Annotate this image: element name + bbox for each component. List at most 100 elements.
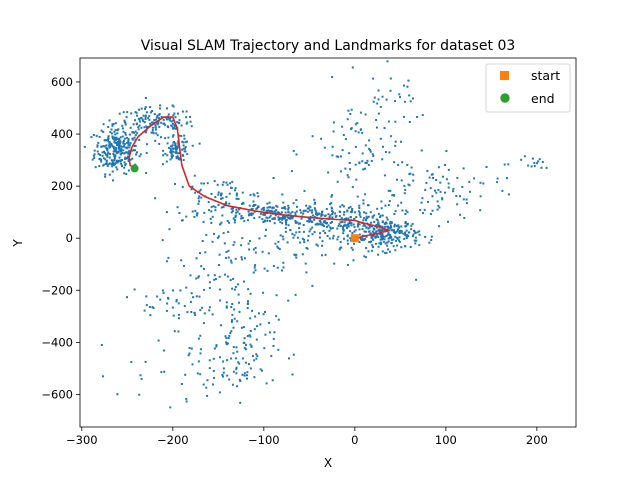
landmark-point — [379, 238, 382, 241]
landmark-point — [291, 373, 294, 376]
landmark-point — [120, 149, 123, 152]
landmark-point — [233, 288, 236, 291]
landmark-point — [319, 232, 321, 235]
landmark-point — [137, 126, 140, 129]
landmark-point — [350, 108, 353, 111]
landmark-point — [208, 209, 211, 212]
landmark-point — [321, 223, 324, 226]
landmark-point — [424, 188, 427, 191]
landmark-point — [175, 145, 178, 148]
landmark-point — [277, 348, 280, 351]
landmark-point — [167, 256, 170, 259]
landmark-point — [414, 242, 417, 245]
landmark-point — [232, 207, 234, 210]
landmark-point — [415, 239, 418, 242]
landmark-point — [166, 125, 169, 128]
landmark-point — [393, 229, 396, 232]
landmark-point — [381, 250, 384, 253]
landmark-point — [330, 210, 333, 213]
landmark-point — [235, 346, 238, 349]
landmark-point — [286, 241, 289, 244]
landmark-point — [231, 313, 234, 316]
y-tick-label: 600 — [51, 75, 73, 89]
landmark-point — [218, 253, 221, 256]
landmark-point — [111, 123, 114, 126]
landmark-point — [102, 157, 105, 160]
landmark-point — [252, 271, 255, 274]
landmark-point — [400, 230, 403, 233]
landmark-point — [461, 186, 464, 188]
landmark-point — [389, 89, 392, 92]
landmark-point — [101, 154, 104, 157]
x-tick-label: −300 — [66, 433, 98, 447]
landmark-point — [263, 347, 266, 350]
landmark-point — [347, 206, 350, 209]
landmark-point — [176, 152, 179, 155]
landmark-point — [275, 294, 278, 297]
landmark-point — [380, 229, 383, 232]
landmark-point — [287, 211, 290, 214]
landmark-point — [363, 238, 365, 241]
landmark-point — [191, 363, 194, 366]
landmark-point — [394, 210, 397, 213]
landmark-point — [173, 124, 176, 126]
landmark-point — [279, 234, 282, 237]
landmark-point — [208, 359, 211, 362]
landmark-point — [350, 224, 353, 227]
landmark-point — [375, 236, 378, 238]
landmark-point — [327, 224, 330, 227]
landmark-point — [126, 146, 129, 149]
landmark-point — [106, 155, 109, 158]
landmark-point — [243, 346, 246, 349]
landmark-point — [389, 220, 392, 223]
landmark-point — [138, 393, 141, 396]
landmark-point — [113, 159, 116, 162]
landmark-point — [149, 314, 152, 317]
landmark-point — [122, 130, 125, 133]
landmark-point — [294, 254, 297, 257]
landmark-point — [404, 245, 407, 248]
landmark-point — [334, 215, 337, 218]
landmark-point — [262, 221, 265, 223]
landmark-point — [98, 135, 101, 138]
landmark-point — [164, 137, 167, 140]
landmark-point — [342, 228, 345, 231]
landmark-point — [411, 97, 414, 100]
landmark-point — [142, 120, 145, 123]
chart-title: Visual SLAM Trajectory and Landmarks for… — [141, 38, 516, 54]
landmark-point — [169, 151, 172, 154]
landmark-point — [238, 310, 241, 313]
landmark-point — [181, 219, 184, 222]
landmark-point — [380, 243, 382, 246]
landmark-point — [284, 230, 287, 233]
landmark-point — [339, 246, 342, 249]
landmark-point — [315, 213, 317, 215]
landmark-point — [365, 215, 368, 218]
landmark-point — [147, 117, 150, 120]
landmark-point — [371, 234, 374, 237]
landmark-point — [364, 167, 366, 170]
landmark-point — [167, 146, 170, 149]
landmark-point — [343, 211, 346, 213]
landmark-point — [116, 143, 119, 146]
landmark-point — [459, 213, 462, 216]
landmark-point — [119, 150, 122, 153]
landmark-point — [389, 233, 392, 236]
landmark-point — [412, 233, 415, 236]
landmark-point — [151, 131, 154, 134]
landmark-point — [96, 145, 99, 148]
landmark-point — [353, 242, 355, 245]
landmark-point — [115, 166, 118, 169]
landmark-point — [255, 207, 258, 210]
landmark-point — [248, 248, 251, 251]
landmark-point — [342, 224, 345, 227]
landmark-point — [267, 252, 270, 255]
landmark-point — [432, 177, 435, 179]
landmark-point — [108, 173, 111, 176]
landmark-point — [161, 239, 164, 242]
landmark-point — [358, 223, 361, 226]
landmark-point — [127, 155, 130, 158]
landmark-point — [331, 220, 333, 223]
landmark-point — [190, 292, 193, 295]
landmark-point — [379, 230, 381, 233]
